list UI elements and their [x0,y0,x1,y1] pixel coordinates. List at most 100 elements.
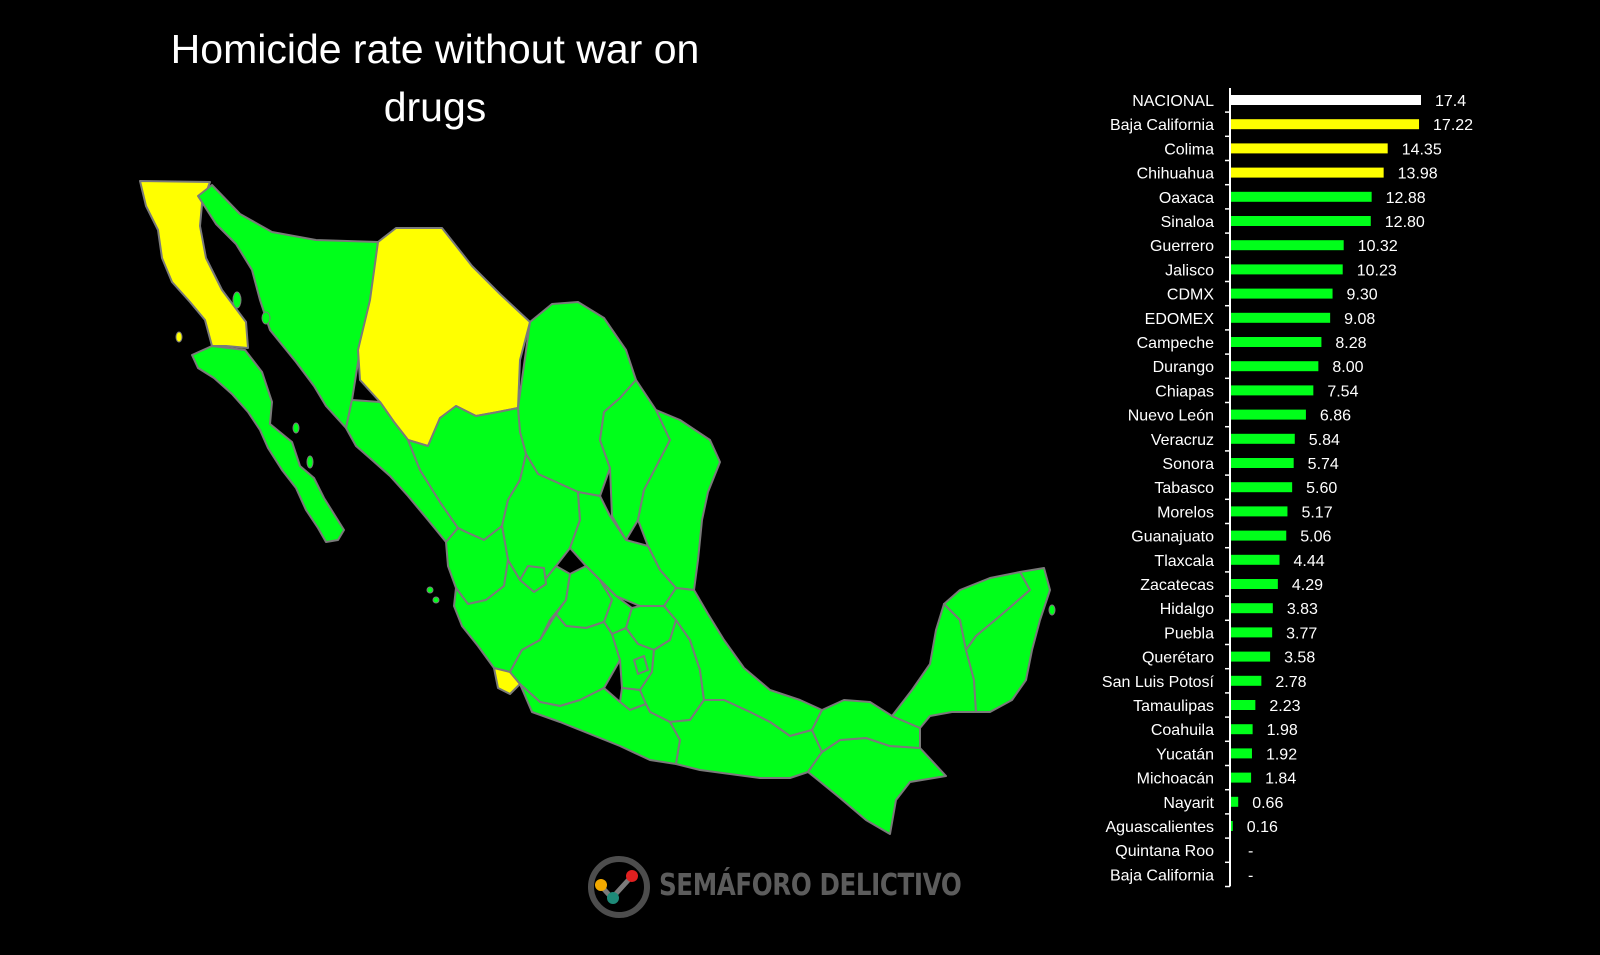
category-label: Yucatán [1156,746,1214,763]
value-label: 5.06 [1300,529,1331,546]
bar [1231,264,1343,275]
category-label: Campeche [1137,335,1214,352]
chart-title: Homicide rate without war on drugs [170,26,700,130]
category-label: Chihuahua [1137,166,1215,183]
category-label: Guanajuato [1131,529,1214,546]
category-label: Jalisco [1165,262,1214,279]
logo-ring-icon [588,856,650,918]
category-label: EDOMEX [1145,311,1215,328]
value-label: 3.58 [1284,650,1315,667]
category-label: NACIONAL [1132,93,1214,110]
category-label: Tlaxcala [1154,553,1214,570]
bar [1231,772,1252,783]
bars-layer: NACIONAL 17.4 Baja California 17.22 Colima 14… [1102,93,1473,888]
category-label: Nayarit [1163,795,1214,812]
value-label: 7.54 [1327,383,1358,400]
category-label: Coahuila [1151,722,1214,739]
value-label: 2.23 [1269,698,1300,715]
bar [1231,458,1294,468]
mexico-map [139,180,1056,835]
value-label: 2.78 [1275,674,1306,691]
category-label: Zacatecas [1140,577,1214,594]
category-label: Morelos [1157,504,1214,521]
bar [1231,191,1372,202]
category-label: Sonora [1162,456,1214,473]
bar [1231,433,1295,444]
value-label: 1.98 [1267,722,1298,739]
value-label: 10.32 [1358,238,1398,255]
map-island [1048,604,1056,616]
bar [1231,603,1273,614]
map-state-guerrero [519,683,681,765]
value-label: 8.00 [1332,359,1363,376]
map-state-aguascalientes [519,565,547,593]
bar [1231,167,1384,178]
map-state-cdmx [633,655,649,675]
bar [1231,821,1233,831]
logo-text: SEMÁFORO DELICTIVO [659,868,962,903]
category-label: Durango [1153,359,1214,376]
map-island [292,422,300,434]
category-label: Veracruz [1151,432,1214,449]
bar [1231,748,1252,759]
value-label: 9.30 [1347,287,1378,304]
bar [1231,530,1287,541]
bar [1231,627,1273,638]
bar [1231,506,1288,517]
value-label: 3.83 [1287,601,1318,618]
map-state-tabasco [811,699,921,753]
category-label: Chiapas [1155,383,1214,400]
map-island [232,291,242,309]
bar [1231,579,1278,589]
value-label: 1.92 [1266,746,1297,763]
bar [1231,409,1306,420]
category-label: Aguascalientes [1105,819,1214,836]
category-label: Colima [1164,141,1214,158]
category-label: Puebla [1164,625,1214,642]
value-label: 3.77 [1286,625,1317,642]
value-label: - [1248,867,1253,884]
value-label: 14.35 [1402,141,1442,158]
bar [1231,361,1319,372]
category-label: Querétaro [1142,650,1214,667]
bar [1231,675,1262,686]
value-label: 5.60 [1306,480,1337,497]
value-label: 8.28 [1335,335,1366,352]
bar [1231,724,1253,735]
category-label: Nuevo León [1128,408,1214,425]
category-label: Tabasco [1154,480,1214,497]
category-label: Hidalgo [1160,601,1214,618]
bar [1231,700,1256,710]
value-label: 5.17 [1301,504,1332,521]
value-label: - [1248,843,1253,860]
bar [1231,288,1333,299]
category-label: Baja California [1110,117,1214,134]
value-label: 10.23 [1357,262,1397,279]
value-label: 17.4 [1435,93,1466,110]
category-label: Baja California [1110,867,1214,884]
map-island [306,455,314,469]
value-label: 12.88 [1386,190,1426,207]
value-label: 0.16 [1247,819,1278,836]
bar [1231,796,1239,807]
category-label: San Luis Potosí [1102,674,1215,691]
map-state-quintana-roo [965,567,1051,713]
category-label: Oaxaca [1159,190,1214,207]
category-label: Guerrero [1150,238,1214,255]
value-label: 9.08 [1344,311,1375,328]
value-label: 1.84 [1265,771,1296,788]
bar [1231,651,1271,662]
value-label: 5.74 [1308,456,1339,473]
bar [1231,312,1331,323]
category-label: Quintana Roo [1115,843,1214,860]
value-label: 17.22 [1433,117,1473,134]
value-label: 13.98 [1398,166,1438,183]
map-island [432,596,440,604]
bar [1231,554,1280,565]
bar [1231,337,1322,347]
logo-dot-yellow-icon [595,879,607,891]
value-label: 4.29 [1292,577,1323,594]
logo-dot-green-icon [607,892,619,904]
map-state-baja-california [139,180,249,349]
bar [1231,240,1344,251]
